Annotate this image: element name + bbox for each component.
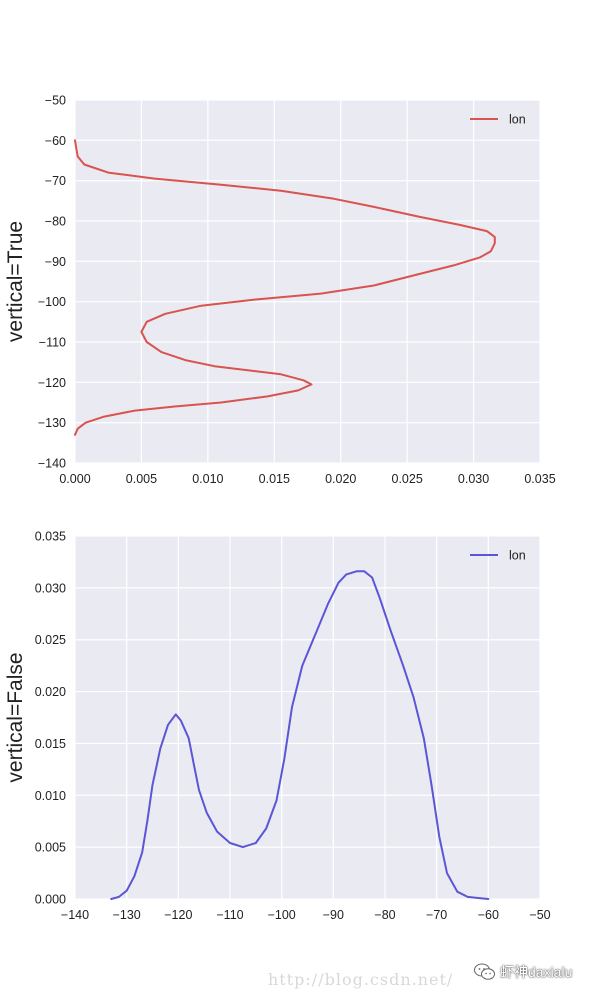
x-tick-label: 0.005 [126, 472, 157, 486]
y-tick-label: −50 [45, 94, 66, 108]
x-tick-label: 0.035 [524, 472, 555, 486]
y-tick-label: −120 [38, 376, 66, 390]
series-line-lon [110, 570, 490, 900]
watermark-brand: 虾神daxialu [474, 962, 572, 982]
x-tick-label: 0.020 [325, 472, 356, 486]
x-tick-label: 0.030 [458, 472, 489, 486]
x-tick-label: −140 [61, 908, 89, 922]
x-tick-label: −50 [529, 908, 550, 922]
legend-label: lon [509, 549, 526, 563]
y-tick-label: −110 [39, 336, 66, 350]
y-tick-label: −100 [38, 295, 66, 309]
y-tick-label: 0.030 [35, 581, 66, 595]
y-tick-label: −80 [45, 215, 66, 229]
y-tick-label: 0.020 [35, 685, 66, 699]
x-tick-label: 0.015 [259, 472, 290, 486]
x-tick-label: −90 [323, 908, 344, 922]
x-tick-label: −60 [478, 908, 499, 922]
x-tick-label: −120 [164, 908, 192, 922]
y-tick-label: 0.010 [35, 789, 66, 803]
y-tick-label: 0.015 [35, 737, 66, 751]
watermark-brand-text: 虾神daxialu [500, 964, 573, 980]
chart-panel-1: 0.000 0.005 0.010 0.015 0.020 0.025 0.030 0.035… [4, 94, 556, 487]
x-tick-label: 0.010 [192, 472, 223, 486]
y-axis-label: vertical=True [4, 221, 27, 342]
plot-background [75, 100, 540, 463]
y-tick-label: 0.000 [35, 893, 66, 907]
y-tick-label: −140 [38, 457, 66, 471]
x-tick-label: 0.025 [392, 472, 423, 486]
chart-panel-2: −140 −130 −120 −110 −100 −90 −80 −70 −60 −50 0.000… [4, 530, 551, 923]
x-tick-label: −70 [426, 908, 447, 922]
x-tick-label: 0.000 [59, 472, 90, 486]
y-tick-label: −70 [45, 174, 66, 188]
wechat-icon [474, 963, 495, 980]
x-tick-label: −130 [113, 908, 141, 922]
x-tick-label: −100 [268, 908, 296, 922]
y-tick-label: −90 [45, 255, 66, 269]
y-tick-label: −130 [38, 416, 66, 430]
y-tick-label: 0.035 [35, 530, 66, 544]
plot-background [75, 536, 540, 899]
y-tick-label: 0.025 [35, 633, 66, 647]
x-tick-label: −110 [216, 908, 243, 922]
y-axis-label: vertical=False [4, 652, 27, 782]
y-tick-label: −60 [45, 134, 66, 148]
series-line-lon [74, 139, 496, 436]
y-tick-label: 0.005 [35, 841, 66, 855]
x-tick-label: −80 [374, 908, 395, 922]
legend-label: lon [509, 113, 526, 127]
watermark-url: http://blog.csdn.net/ [268, 970, 454, 989]
